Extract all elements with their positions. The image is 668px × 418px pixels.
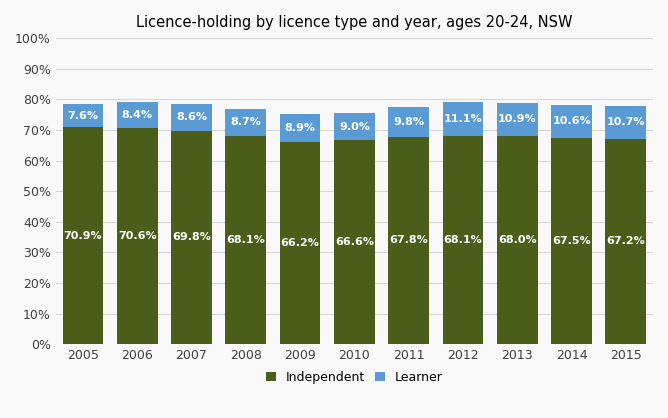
Bar xyxy=(225,109,266,136)
Bar xyxy=(117,102,158,128)
Bar xyxy=(443,136,484,344)
Text: 8.9%: 8.9% xyxy=(285,123,315,133)
Text: 8.6%: 8.6% xyxy=(176,112,207,122)
Bar xyxy=(225,136,266,344)
Bar xyxy=(497,103,538,136)
Text: 10.7%: 10.7% xyxy=(607,117,645,127)
Text: 66.6%: 66.6% xyxy=(335,237,374,247)
Bar xyxy=(171,130,212,344)
Text: 68.0%: 68.0% xyxy=(498,235,536,245)
Text: 69.8%: 69.8% xyxy=(172,232,211,242)
Bar xyxy=(171,104,212,130)
Text: 67.5%: 67.5% xyxy=(552,236,591,246)
Bar xyxy=(280,115,321,142)
Bar xyxy=(63,104,104,127)
Text: 66.2%: 66.2% xyxy=(281,238,319,248)
Bar xyxy=(63,127,104,344)
Bar xyxy=(117,128,158,344)
Text: 8.7%: 8.7% xyxy=(230,117,261,127)
Bar xyxy=(605,138,646,344)
Bar xyxy=(388,137,429,344)
Text: 67.8%: 67.8% xyxy=(389,235,428,245)
Bar xyxy=(605,106,646,138)
Text: 67.2%: 67.2% xyxy=(607,237,645,246)
Bar xyxy=(551,138,592,344)
Text: 10.9%: 10.9% xyxy=(498,115,536,125)
Text: 11.1%: 11.1% xyxy=(444,114,482,124)
Text: 70.6%: 70.6% xyxy=(118,231,156,241)
Bar xyxy=(497,136,538,344)
Text: 70.9%: 70.9% xyxy=(63,231,102,241)
Bar xyxy=(551,105,592,138)
Bar xyxy=(388,107,429,137)
Bar xyxy=(280,142,321,344)
Bar xyxy=(334,113,375,140)
Title: Licence-holding by licence type and year, ages 20-24, NSW: Licence-holding by licence type and year… xyxy=(136,15,572,30)
Text: 68.1%: 68.1% xyxy=(444,235,482,245)
Text: 9.8%: 9.8% xyxy=(393,117,424,127)
Text: 9.0%: 9.0% xyxy=(339,122,370,132)
Text: 10.6%: 10.6% xyxy=(552,116,591,126)
Bar xyxy=(334,140,375,344)
Text: 68.1%: 68.1% xyxy=(226,235,265,245)
Text: 8.4%: 8.4% xyxy=(122,110,153,120)
Legend: Independent, Learner: Independent, Learner xyxy=(266,371,443,384)
Text: 7.6%: 7.6% xyxy=(67,111,98,120)
Bar xyxy=(443,102,484,136)
